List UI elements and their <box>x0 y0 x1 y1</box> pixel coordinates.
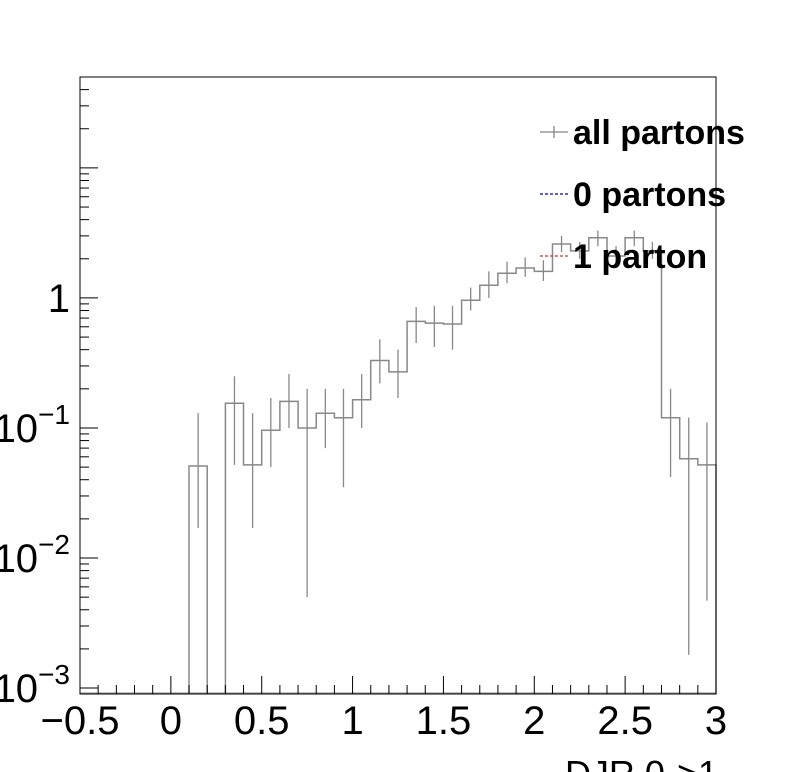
y-axis-ticks <box>80 76 98 695</box>
legend-label: 1 parton <box>573 238 707 276</box>
legend: all partons 0 partons 1 parton <box>540 114 745 276</box>
x-tick-label: 1.5 <box>416 699 472 743</box>
x-axis-title: DJR 0->1 <box>565 753 718 772</box>
y-tick-label: 10−3 <box>0 659 70 711</box>
x-axis-tick-labels: −0.5 0 0.5 1 1.5 2 2.5 3 <box>41 699 728 743</box>
x-tick-label: 0 <box>160 699 182 743</box>
x-tick-label: 3 <box>705 699 727 743</box>
y-tick-label: 10−2 <box>0 529 70 581</box>
y-tick-label: 10−1 <box>0 399 70 451</box>
x-tick-label: 1 <box>341 699 363 743</box>
y-tick-label: 1 <box>48 277 70 321</box>
legend-label: all partons <box>573 114 745 152</box>
plot-frame <box>79 76 717 695</box>
x-axis-ticks <box>79 676 717 694</box>
x-tick-label: 2 <box>523 699 545 743</box>
x-tick-label: −0.5 <box>41 699 120 743</box>
plot-frame-box <box>79 76 717 695</box>
legend-label: 0 partons <box>573 176 726 214</box>
histogram-bins <box>80 230 717 694</box>
x-tick-label: 2.5 <box>597 699 653 743</box>
y-axis-tick-labels: 10−3 10−2 10−1 1 <box>0 277 70 711</box>
x-tick-label: 0.5 <box>234 699 290 743</box>
